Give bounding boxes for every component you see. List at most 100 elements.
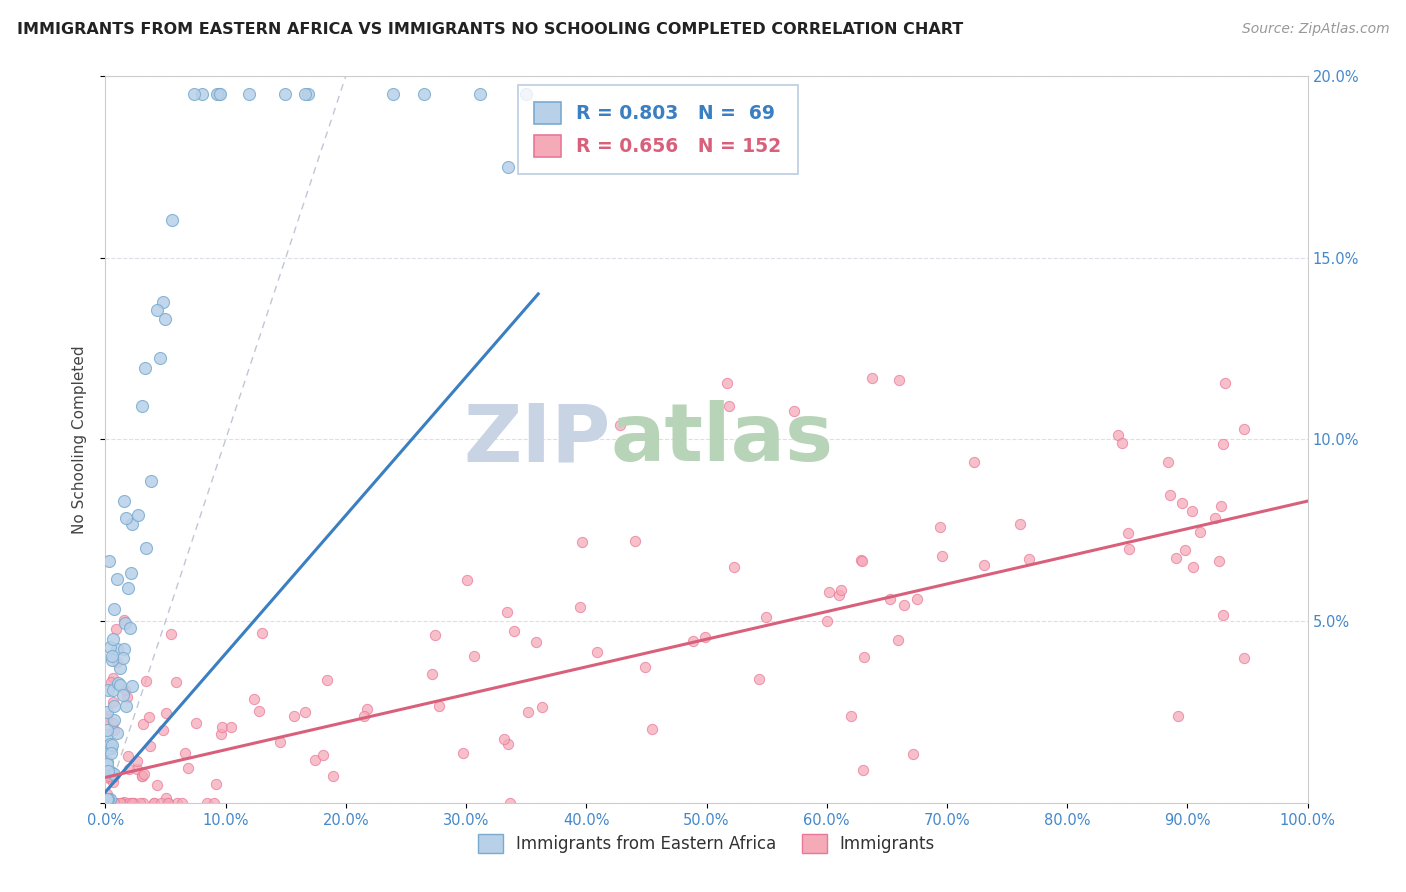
Point (105, 622, 128, 636)
Point (125, 763, 148, 777)
Text: Source: ZipAtlas.com: Source: ZipAtlas.com (1241, 22, 1389, 37)
Point (149, 351, 172, 365)
Point (101, 671, 124, 685)
Point (1209, 500, 1232, 514)
Point (716, 376, 738, 390)
Point (132, 796, 155, 810)
Point (221, 720, 243, 734)
Point (114, 682, 136, 697)
Point (283, 709, 305, 723)
Point (1118, 541, 1140, 556)
Point (208, 87, 231, 101)
Point (101, 648, 124, 663)
Point (420, 667, 443, 681)
Point (928, 519, 950, 533)
Point (105, 572, 128, 586)
Point (127, 508, 149, 523)
Point (828, 588, 851, 602)
Point (103, 775, 125, 789)
Point (1157, 455, 1180, 469)
Point (101, 715, 124, 730)
Point (830, 582, 852, 597)
Point (682, 633, 704, 648)
Point (120, 621, 142, 635)
Point (110, 678, 132, 692)
Point (134, 767, 156, 781)
Point (105, 726, 128, 740)
Point (499, 796, 522, 810)
Point (110, 661, 132, 675)
Point (496, 737, 519, 751)
Point (100, 675, 122, 690)
Point (294, 705, 316, 719)
Point (98, 640, 121, 654)
Point (98, 554, 121, 568)
Point (783, 403, 806, 417)
Point (887, 633, 910, 648)
Point (114, 511, 136, 525)
Point (1233, 651, 1256, 665)
Point (1212, 607, 1234, 622)
Point (238, 87, 260, 101)
Point (111, 688, 134, 702)
Point (153, 312, 176, 326)
Point (274, 87, 297, 101)
Point (963, 455, 986, 469)
Point (96, 796, 118, 810)
Point (117, 796, 139, 810)
Point (103, 698, 125, 713)
Point (1107, 428, 1129, 442)
Point (135, 674, 157, 689)
Point (121, 679, 143, 693)
Point (515, 87, 537, 101)
Point (107, 676, 129, 690)
Point (121, 796, 143, 810)
Point (122, 796, 145, 810)
Point (931, 549, 953, 563)
Point (96, 705, 118, 719)
Point (1204, 511, 1226, 525)
Point (96, 709, 118, 723)
Point (177, 761, 200, 775)
Text: IMMIGRANTS FROM EASTERN AFRICA VS IMMIGRANTS NO SCHOOLING COMPLETED CORRELATION : IMMIGRANTS FROM EASTERN AFRICA VS IMMIGR… (17, 22, 963, 37)
Point (117, 581, 139, 595)
Point (456, 573, 478, 587)
Point (96, 796, 118, 810)
Point (1164, 551, 1187, 566)
Text: atlas: atlas (610, 401, 834, 478)
Point (107, 655, 129, 669)
Point (105, 642, 128, 657)
Point (131, 400, 153, 414)
Point (143, 796, 166, 810)
Point (97, 764, 120, 778)
Point (96, 792, 118, 806)
Point (381, 87, 404, 101)
Point (1181, 560, 1204, 574)
Point (297, 87, 319, 101)
Point (121, 796, 143, 810)
Point (97, 770, 120, 784)
Point (157, 796, 180, 810)
Point (247, 704, 270, 718)
Point (609, 418, 631, 433)
Point (633, 660, 655, 674)
Point (132, 717, 155, 731)
Point (1233, 421, 1256, 435)
Point (624, 534, 647, 549)
Point (105, 796, 128, 810)
Point (451, 746, 474, 760)
Point (155, 790, 177, 805)
Point (495, 606, 517, 620)
Point (103, 601, 125, 615)
Point (1159, 488, 1181, 502)
Point (905, 592, 928, 607)
Point (100, 741, 122, 756)
Point (125, 754, 148, 768)
Point (98, 771, 121, 785)
Point (108, 796, 131, 810)
Y-axis label: No Schooling Completed: No Schooling Completed (72, 345, 87, 533)
Point (839, 708, 862, 723)
Point (173, 747, 195, 761)
Point (717, 399, 740, 413)
Text: ZIP: ZIP (463, 401, 610, 478)
